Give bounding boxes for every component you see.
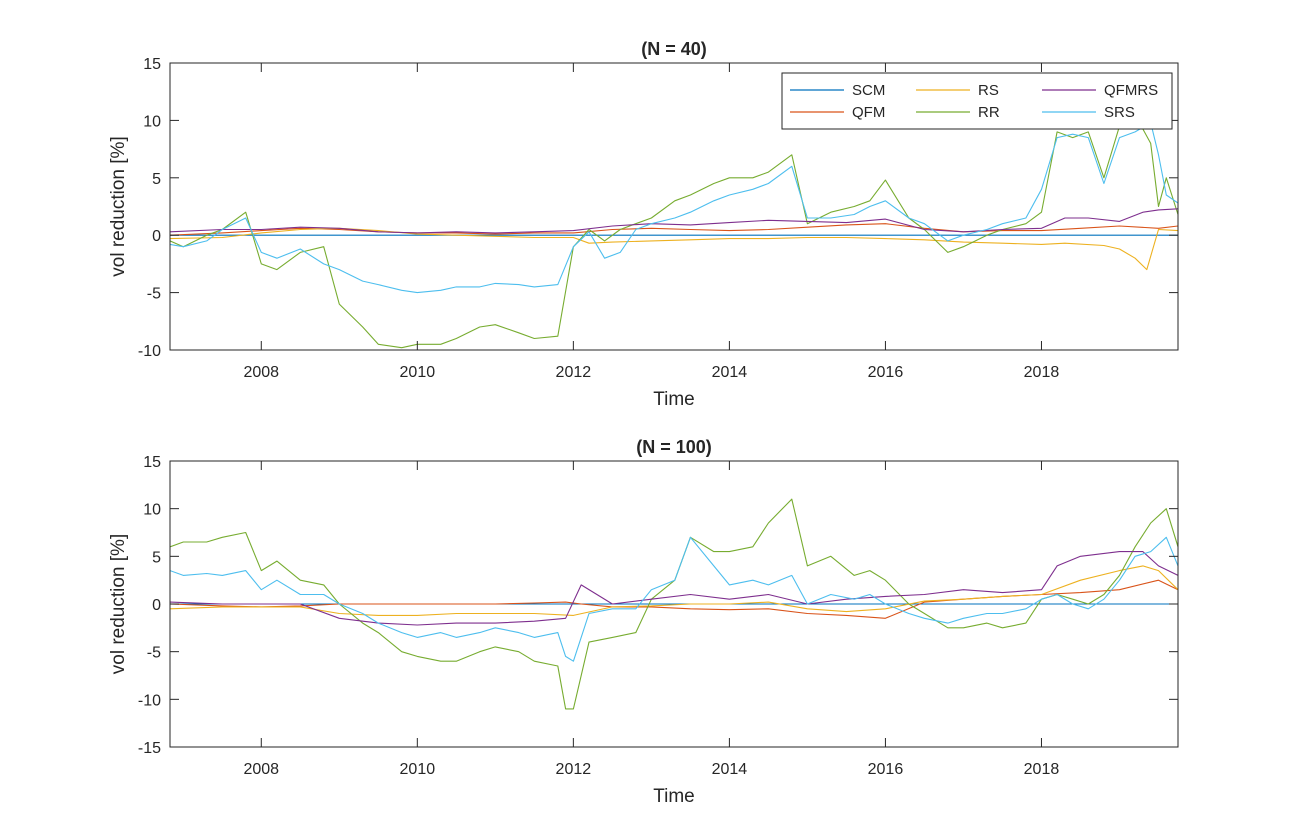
axes-box [169,62,1179,351]
y-tick-label: 5 [152,171,161,188]
x-tick-label: 2008 [243,364,279,381]
legend-label-scm: SCM [852,82,885,99]
chart-1: 2008 2010 2012 2014 2016 2018 -15 -10 -5 0 5 10 15 (N… [108,437,1179,807]
y-tick-label: 0 [152,597,161,614]
legend-label-srs: SRS [1104,104,1135,121]
y-tick-label: 10 [143,113,161,130]
y-tick-label: -10 [138,343,161,360]
y-tick-label: 5 [152,549,161,566]
x-tick-label: 2008 [243,761,279,778]
legend-label-rs: RS [978,82,999,99]
series-line-qfm [170,223,1178,236]
series-line-rs [170,565,1178,616]
y-tick-label: -10 [138,692,161,709]
x-tick-label: 2012 [556,761,592,778]
x-axis-label: Time [653,389,695,410]
y-axis-label: vol reduction [%] [108,534,129,674]
series-group [170,114,1178,349]
chart-title: (N = 100) [636,437,712,457]
series-line-srs [170,536,1178,662]
x-tick-label: 2016 [868,364,904,381]
series-line-qfmrs [170,208,1178,234]
legend-label-rr: RR [978,104,1000,121]
y-tick-label: 15 [143,56,161,73]
series-line-qfmrs [170,551,1178,626]
y-tick-label: -5 [147,286,161,303]
x-tick-label: 2012 [556,364,592,381]
x-tick-label: 2010 [400,364,436,381]
legend-label-qfmrs: QFMRS [1104,82,1158,99]
y-tick-label: 15 [143,454,161,471]
x-tick-label: 2016 [868,761,904,778]
series-group [170,498,1178,710]
y-tick-label: -15 [138,740,161,757]
legend-label-qfm: QFM [852,104,885,121]
chart-title: (N = 40) [641,39,707,59]
chart-0: 2008 2010 2012 2014 2016 2018 -10 -5 0 5 10 15 (N = … [108,39,1179,410]
x-tick-label: 2018 [1024,364,1060,381]
x-tick-label: 2018 [1024,761,1060,778]
x-axis-label: Time [653,786,695,807]
legend-box [781,72,1173,130]
series-line-rr [170,114,1178,349]
y-tick-label: -5 [147,645,161,662]
x-tick-label: 2014 [712,364,748,381]
y-tick-label: 0 [152,228,161,245]
x-tick-label: 2010 [400,761,436,778]
y-tick-label: 10 [143,502,161,519]
x-tick-label: 2014 [712,761,748,778]
series-line-rs [170,227,1178,271]
series-line-srs [170,122,1178,294]
y-axis-label: vol reduction [%] [108,136,129,276]
